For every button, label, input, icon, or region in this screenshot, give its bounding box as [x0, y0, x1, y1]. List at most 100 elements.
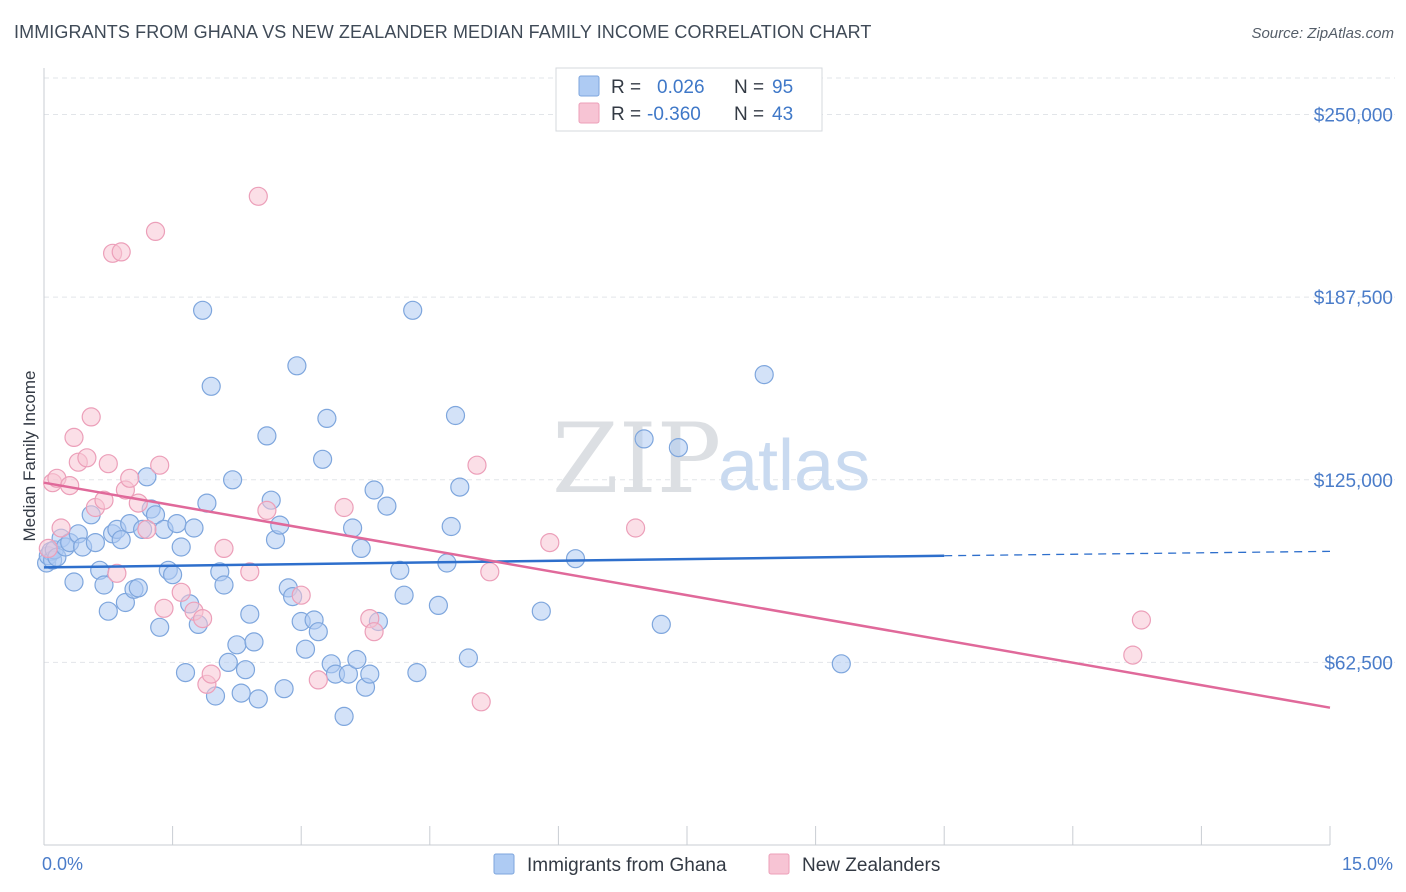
- point-nz: [257, 500, 277, 520]
- y-tick-labels: $62,500 $125,000 $187,500 $250,000: [1314, 106, 1393, 675]
- point-nz: [107, 563, 127, 583]
- point-ghana: [651, 614, 671, 635]
- point-ghana: [531, 601, 551, 621]
- point-ghana: [394, 585, 414, 605]
- point-ghana: [150, 617, 170, 637]
- point-ghana: [377, 496, 397, 516]
- point-nz: [467, 455, 487, 475]
- stats-n-label-nz: N =: [734, 104, 764, 125]
- legend-label-ghana: Immigrants from Ghana: [527, 855, 727, 876]
- watermark-atlas: atlas: [718, 426, 870, 506]
- point-nz: [154, 598, 174, 618]
- stats-legend-box: R = 0.026 N = 95 R = -0.360 N = 43: [555, 67, 823, 132]
- legend: Immigrants from Ghana New Zealanders: [493, 853, 940, 876]
- point-ghana: [754, 365, 774, 385]
- trend-lines: [43, 481, 1331, 709]
- point-nz: [193, 608, 213, 629]
- point-ghana: [360, 664, 380, 684]
- legend-label-nz: New Zealanders: [802, 855, 940, 876]
- point-ghana: [193, 300, 213, 320]
- point-nz: [77, 448, 97, 468]
- point-nz: [38, 538, 58, 559]
- axes: [43, 68, 1331, 846]
- point-ghana: [235, 660, 256, 680]
- point-ghana: [214, 575, 234, 595]
- point-ghana: [317, 408, 337, 428]
- point-ghana: [441, 516, 461, 537]
- point-nz: [471, 692, 491, 712]
- point-nz: [201, 664, 221, 684]
- point-nz: [540, 532, 560, 553]
- point-ghana: [445, 405, 466, 426]
- chart-source: Source: ZipAtlas.com: [1251, 25, 1394, 42]
- point-ghana: [240, 604, 260, 624]
- trend-line-ghana-extension: [944, 550, 1331, 557]
- point-nz: [64, 427, 84, 447]
- point-nz: [625, 518, 646, 538]
- point-ghana: [831, 654, 851, 674]
- stats-n-value-nz: 43: [772, 104, 793, 125]
- point-ghana: [313, 449, 333, 469]
- point-ghana: [287, 356, 307, 376]
- point-ghana: [218, 652, 238, 673]
- point-ghana: [184, 518, 204, 538]
- point-ghana: [450, 477, 470, 497]
- point-nz: [137, 519, 157, 540]
- watermark-zip: ZIP: [552, 403, 721, 515]
- point-ghana: [634, 429, 654, 449]
- point-ghana: [227, 635, 247, 655]
- point-nz: [364, 622, 384, 642]
- watermark: ZIP atlas: [552, 403, 870, 515]
- point-nz: [51, 518, 71, 538]
- point-nz: [291, 585, 311, 605]
- point-ghana: [175, 662, 196, 683]
- point-ghana: [295, 639, 316, 659]
- point-nz: [248, 186, 268, 206]
- trend-line-nz: [43, 481, 1331, 709]
- point-ghana: [668, 438, 689, 458]
- stats-r-label-nz: R =: [611, 104, 641, 125]
- y-tick-label: $125,000: [1314, 471, 1393, 492]
- point-ghana: [231, 683, 251, 703]
- point-ghana: [257, 426, 277, 446]
- stats-box-frame: [555, 67, 823, 132]
- y-tick-label: $62,500: [1324, 653, 1393, 674]
- point-ghana: [458, 648, 478, 668]
- stats-r-label-ghana: R =: [611, 77, 641, 98]
- point-nz: [240, 562, 260, 582]
- point-ghana: [308, 622, 328, 642]
- legend-swatch-ghana: [493, 853, 515, 875]
- point-nz: [145, 221, 166, 241]
- point-ghana: [403, 300, 423, 320]
- point-ghana: [128, 578, 148, 598]
- point-nz: [94, 490, 114, 510]
- point-ghana: [163, 565, 183, 585]
- y-tick-label: $250,000: [1314, 106, 1393, 127]
- point-ghana: [145, 505, 166, 525]
- point-ghana: [248, 689, 268, 709]
- x-tick-label-max: 15.0%: [1342, 854, 1393, 874]
- point-ghana: [351, 538, 371, 559]
- y-axis-label: Median Family Income: [20, 370, 39, 541]
- point-ghana: [364, 480, 384, 500]
- point-ghana: [94, 575, 114, 595]
- point-nz: [480, 562, 500, 582]
- point-ghana: [565, 549, 586, 569]
- point-ghana: [347, 649, 367, 670]
- point-nz: [81, 407, 101, 427]
- stats-n-label-ghana: N =: [734, 77, 764, 98]
- stats-n-value-ghana: 95: [772, 77, 793, 98]
- point-ghana: [334, 706, 354, 727]
- point-nz: [214, 538, 234, 559]
- stats-r-value-ghana: 0.026: [657, 77, 705, 98]
- point-ghana: [274, 679, 294, 699]
- point-ghana: [343, 518, 363, 538]
- point-ghana: [407, 662, 427, 683]
- chart-title: IMMIGRANTS FROM GHANA VS NEW ZEALANDER M…: [14, 22, 872, 42]
- point-ghana: [244, 632, 264, 652]
- x-tick-label-min: 0.0%: [42, 854, 83, 874]
- point-nz: [308, 670, 328, 690]
- point-nz: [1131, 610, 1152, 630]
- point-ghana: [338, 664, 358, 684]
